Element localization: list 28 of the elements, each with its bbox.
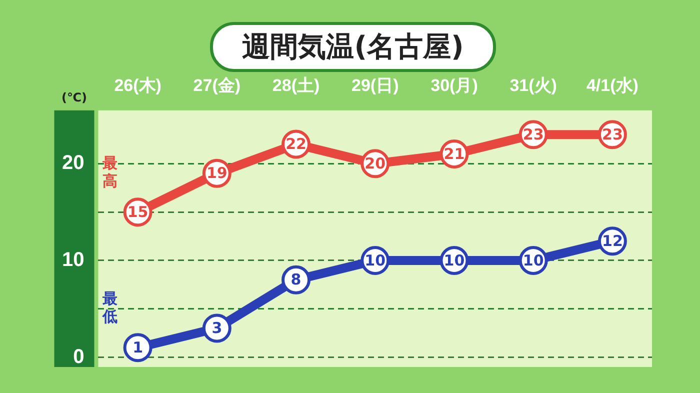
y-tick-label: 0 xyxy=(73,346,84,368)
x-tick-label: 29(日) xyxy=(352,76,399,95)
data-label: 19 xyxy=(206,164,228,182)
data-label: 10 xyxy=(364,251,386,270)
data-label: 12 xyxy=(602,232,623,250)
chart-title: 週間気温(名古屋) xyxy=(210,22,496,72)
x-tick-label: 28(土) xyxy=(272,76,320,95)
data-label: 15 xyxy=(127,202,148,221)
data-label: 23 xyxy=(602,126,623,144)
data-label: 1 xyxy=(132,338,144,357)
x-tick-label: 31(火) xyxy=(510,76,557,95)
data-label: 20 xyxy=(364,154,386,173)
y-axis-title: (℃) xyxy=(61,90,87,105)
x-tick-label: 4/1(水) xyxy=(586,76,638,95)
x-tick-label: 27(金) xyxy=(193,76,241,95)
x-tick-label: 30(月) xyxy=(430,76,478,95)
series-label: 最高 xyxy=(101,154,118,190)
data-label: 10 xyxy=(522,251,544,270)
data-label: 23 xyxy=(522,126,544,144)
y-tick-label: 20 xyxy=(62,152,84,174)
data-label: 3 xyxy=(212,319,222,338)
data-label: 21 xyxy=(444,144,465,163)
x-tick-label: 26(木) xyxy=(114,76,162,95)
data-label: 8 xyxy=(290,270,302,289)
y-tick-label: 10 xyxy=(62,249,84,271)
data-label: 10 xyxy=(444,251,465,270)
data-label: 22 xyxy=(286,135,306,154)
series-label: 最低 xyxy=(101,290,118,326)
